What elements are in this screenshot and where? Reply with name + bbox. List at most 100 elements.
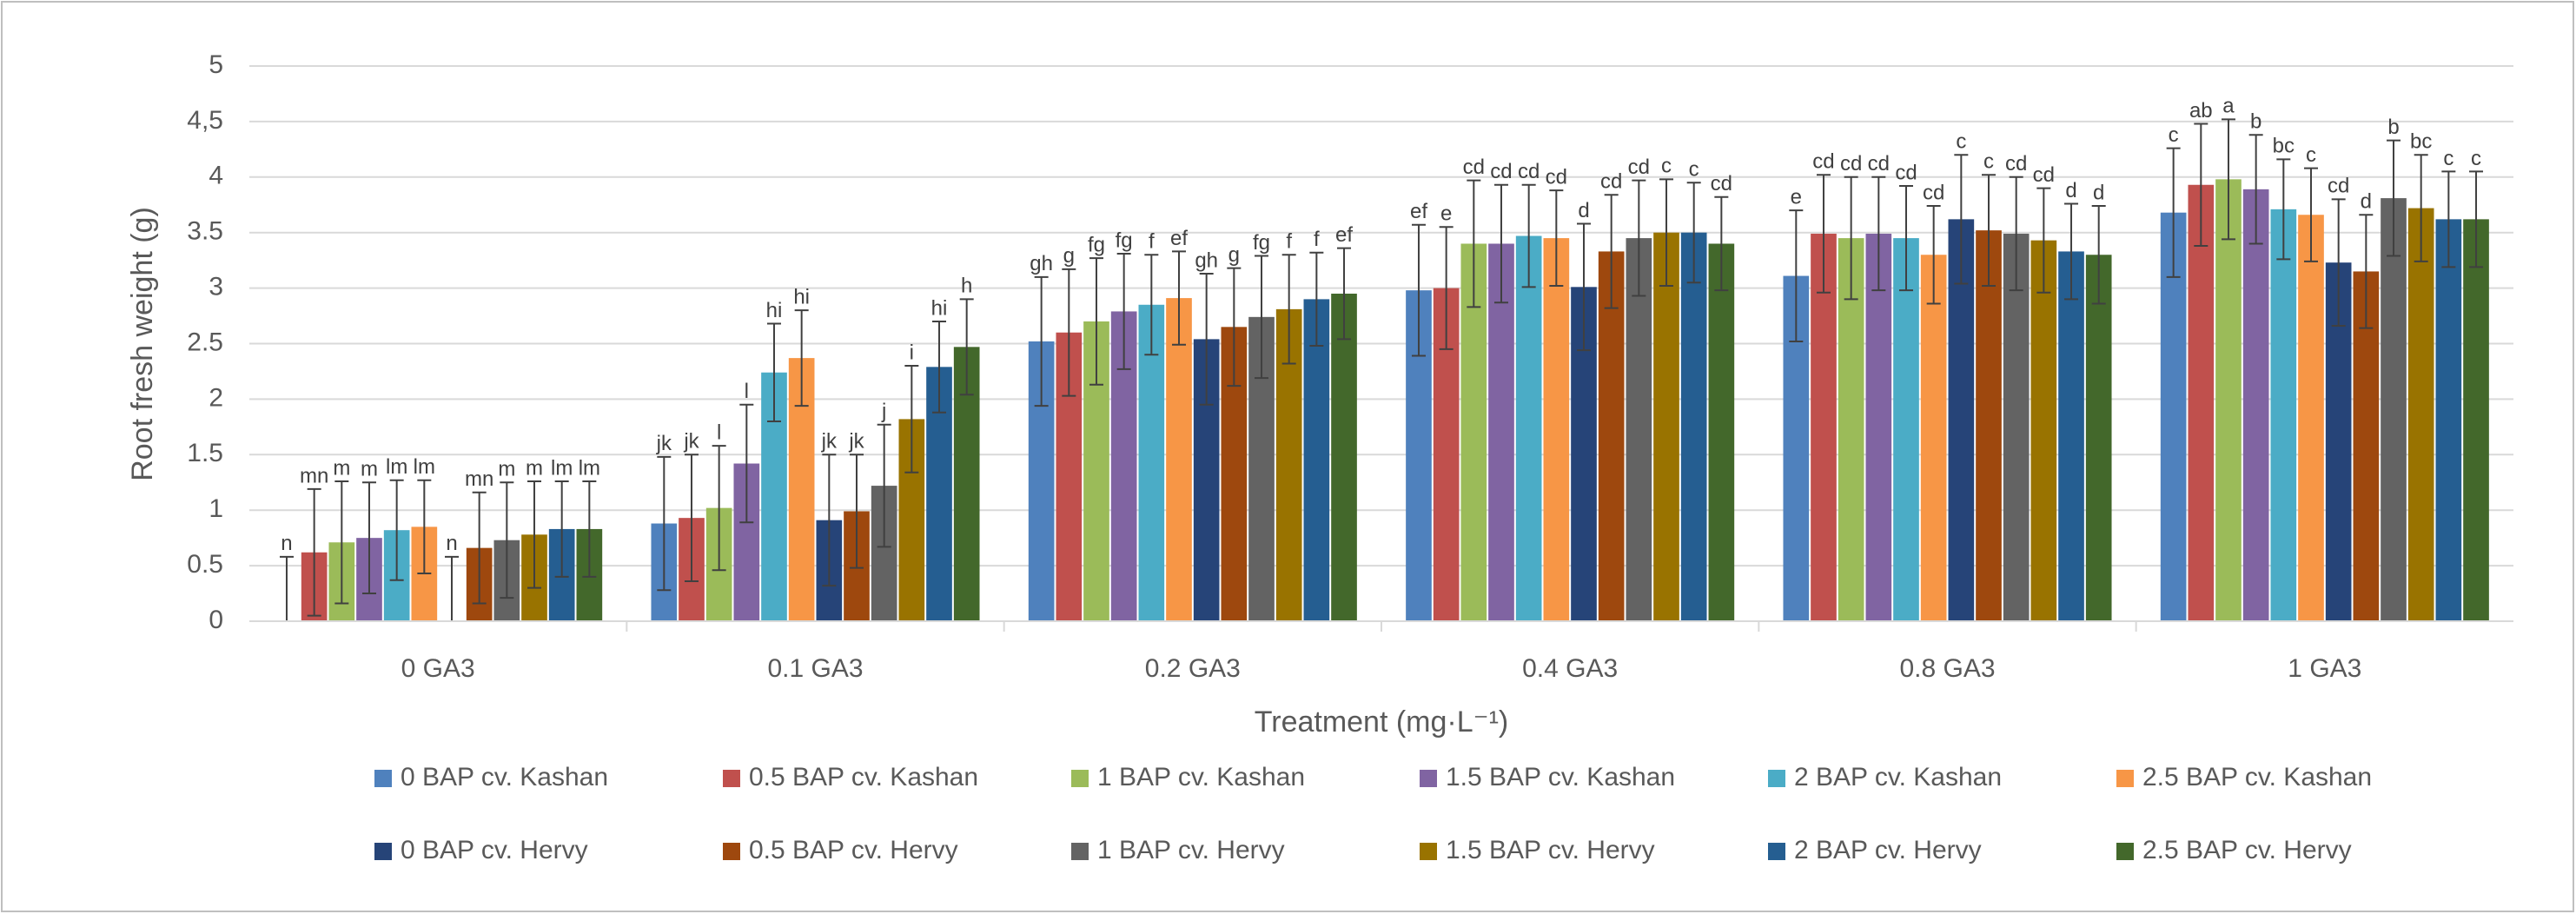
significance-letter: b bbox=[2387, 116, 2399, 139]
bar bbox=[2030, 240, 2057, 621]
y-tick-label: 5 bbox=[209, 50, 223, 79]
significance-letter: fg bbox=[1116, 228, 1133, 252]
legend-swatch bbox=[1420, 770, 1437, 787]
significance-letter: c bbox=[2443, 147, 2453, 170]
significance-letter: cd bbox=[1868, 152, 1890, 176]
significance-letter: d bbox=[2361, 190, 2372, 214]
legend-label: 0 BAP cv. Hervy bbox=[401, 836, 588, 864]
legend-label: 1.5 BAP cv. Hervy bbox=[1446, 836, 1655, 864]
y-tick-label: 2.5 bbox=[187, 328, 223, 356]
significance-letter: n bbox=[446, 532, 457, 555]
bar bbox=[1598, 251, 1625, 621]
legend-label: 1 BAP cv. Hervy bbox=[1097, 836, 1285, 864]
bar bbox=[2058, 251, 2084, 621]
significance-letter: jk bbox=[848, 430, 864, 454]
y-tick-label: 3.5 bbox=[187, 217, 223, 246]
y-tick-label: 1 bbox=[209, 494, 223, 523]
bar bbox=[2215, 179, 2242, 621]
legend-label: 2.5 BAP cv. Hervy bbox=[2142, 836, 2352, 864]
legend-label: 0.5 BAP cv. Hervy bbox=[749, 836, 958, 864]
significance-letter: c bbox=[2169, 123, 2179, 147]
bar bbox=[2242, 189, 2269, 621]
significance-letter: jk bbox=[656, 432, 672, 455]
significance-letter: cd bbox=[1463, 156, 1485, 179]
bar bbox=[1865, 233, 1892, 621]
legend-swatch bbox=[723, 770, 740, 787]
significance-letter: jk bbox=[683, 430, 699, 454]
y-tick-label: 4 bbox=[209, 162, 223, 190]
significance-letter: cd bbox=[2005, 152, 2027, 176]
legend-swatch bbox=[723, 843, 740, 860]
bar bbox=[2298, 215, 2324, 621]
y-tick-label: 0 bbox=[209, 606, 223, 634]
significance-letter: e bbox=[1440, 202, 1452, 226]
significance-letter: gh bbox=[1030, 252, 1053, 275]
bar bbox=[2381, 198, 2407, 621]
legend-label: 2 BAP cv. Hervy bbox=[1794, 836, 1982, 864]
bar bbox=[1331, 293, 1357, 621]
x-tick-label: 0.4 GA3 bbox=[1522, 654, 1618, 683]
significance-letter: cd bbox=[2033, 163, 2055, 187]
legend-swatch bbox=[1071, 770, 1089, 787]
significance-letter: m bbox=[361, 458, 378, 481]
bar bbox=[2188, 184, 2215, 621]
significance-letter: mn bbox=[300, 464, 328, 487]
x-tick-label: 0.2 GA3 bbox=[1145, 654, 1241, 683]
x-tick-label: 0 GA3 bbox=[401, 654, 475, 683]
significance-letter: h bbox=[961, 275, 972, 298]
bar bbox=[1838, 238, 1864, 621]
significance-letter: g bbox=[1063, 244, 1075, 268]
significance-letter: l bbox=[745, 380, 749, 403]
significance-letter: c bbox=[1983, 150, 1994, 174]
significance-letter: jk bbox=[821, 430, 838, 454]
significance-letter: fg bbox=[1253, 231, 1270, 255]
x-tick-label: 1 GA3 bbox=[2288, 654, 2361, 683]
bar bbox=[1976, 230, 2002, 621]
legend-swatch bbox=[374, 770, 392, 787]
significance-letter: cd bbox=[1840, 152, 1862, 176]
significance-letter: lm bbox=[414, 455, 435, 479]
significance-letter: cd bbox=[1923, 181, 1944, 204]
y-tick-label: 4,5 bbox=[187, 106, 223, 135]
bar bbox=[2085, 255, 2112, 621]
significance-letter: c bbox=[1956, 130, 1966, 154]
legend-swatch bbox=[2116, 843, 2134, 860]
bar bbox=[1653, 232, 1679, 621]
significance-letter: j bbox=[881, 400, 886, 423]
significance-letter: ef bbox=[1170, 227, 1188, 250]
significance-letter: lm bbox=[579, 456, 600, 480]
bar bbox=[1138, 304, 1165, 621]
bar bbox=[2353, 271, 2380, 621]
y-tick-label: 2 bbox=[209, 383, 223, 412]
bar bbox=[2160, 212, 2187, 622]
significance-letter: mn bbox=[465, 467, 493, 491]
significance-letter: b bbox=[2250, 110, 2261, 134]
bar bbox=[1680, 232, 1707, 621]
significance-letter: m bbox=[526, 456, 543, 480]
significance-letter: cd bbox=[1711, 172, 1732, 195]
significance-letter: cd bbox=[1895, 161, 1917, 184]
y-axis-title: Root fresh weight (g) bbox=[126, 207, 159, 481]
significance-letter: cd bbox=[1518, 160, 1540, 183]
significance-letter: cd bbox=[1628, 156, 1650, 179]
legend-label: 1 BAP cv. Kashan bbox=[1097, 763, 1305, 791]
significance-letter: cd bbox=[1546, 165, 1567, 189]
significance-letter: a bbox=[2222, 95, 2235, 118]
significance-letter: bc bbox=[2273, 135, 2295, 158]
legend-swatch bbox=[1768, 770, 1785, 787]
significance-letter: m bbox=[333, 456, 350, 480]
y-tick-label: 3 bbox=[209, 273, 223, 301]
bar bbox=[2003, 233, 2030, 621]
significance-letter: cd bbox=[1490, 160, 1512, 183]
legend-label: 2 BAP cv. Kashan bbox=[1794, 763, 2002, 791]
legend-swatch bbox=[374, 843, 392, 860]
bar bbox=[1488, 243, 1514, 621]
x-axis-title: Treatment (mg·L⁻¹) bbox=[1255, 705, 1509, 738]
bar bbox=[1515, 235, 1542, 621]
bar bbox=[2435, 219, 2462, 621]
significance-letter: bc bbox=[2410, 130, 2432, 154]
significance-letter: c bbox=[1661, 155, 1672, 178]
significance-letter: ef bbox=[1335, 223, 1353, 247]
significance-letter: n bbox=[281, 532, 292, 555]
